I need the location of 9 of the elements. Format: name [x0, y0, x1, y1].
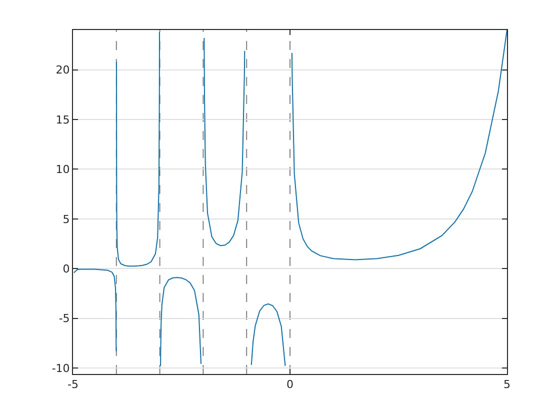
y-tick-label: -5: [58, 312, 70, 326]
y-tick-label: 15: [56, 113, 70, 126]
y-tick-label: 0: [62, 262, 70, 276]
y-tick-label: 5: [62, 212, 70, 226]
x-tick-label: 5: [504, 378, 510, 392]
y-tick-label: 10: [56, 163, 70, 176]
y-tick-label: 20: [56, 64, 70, 77]
x-tick-label: 0: [286, 378, 294, 392]
y-tick-label: -10: [52, 362, 70, 375]
